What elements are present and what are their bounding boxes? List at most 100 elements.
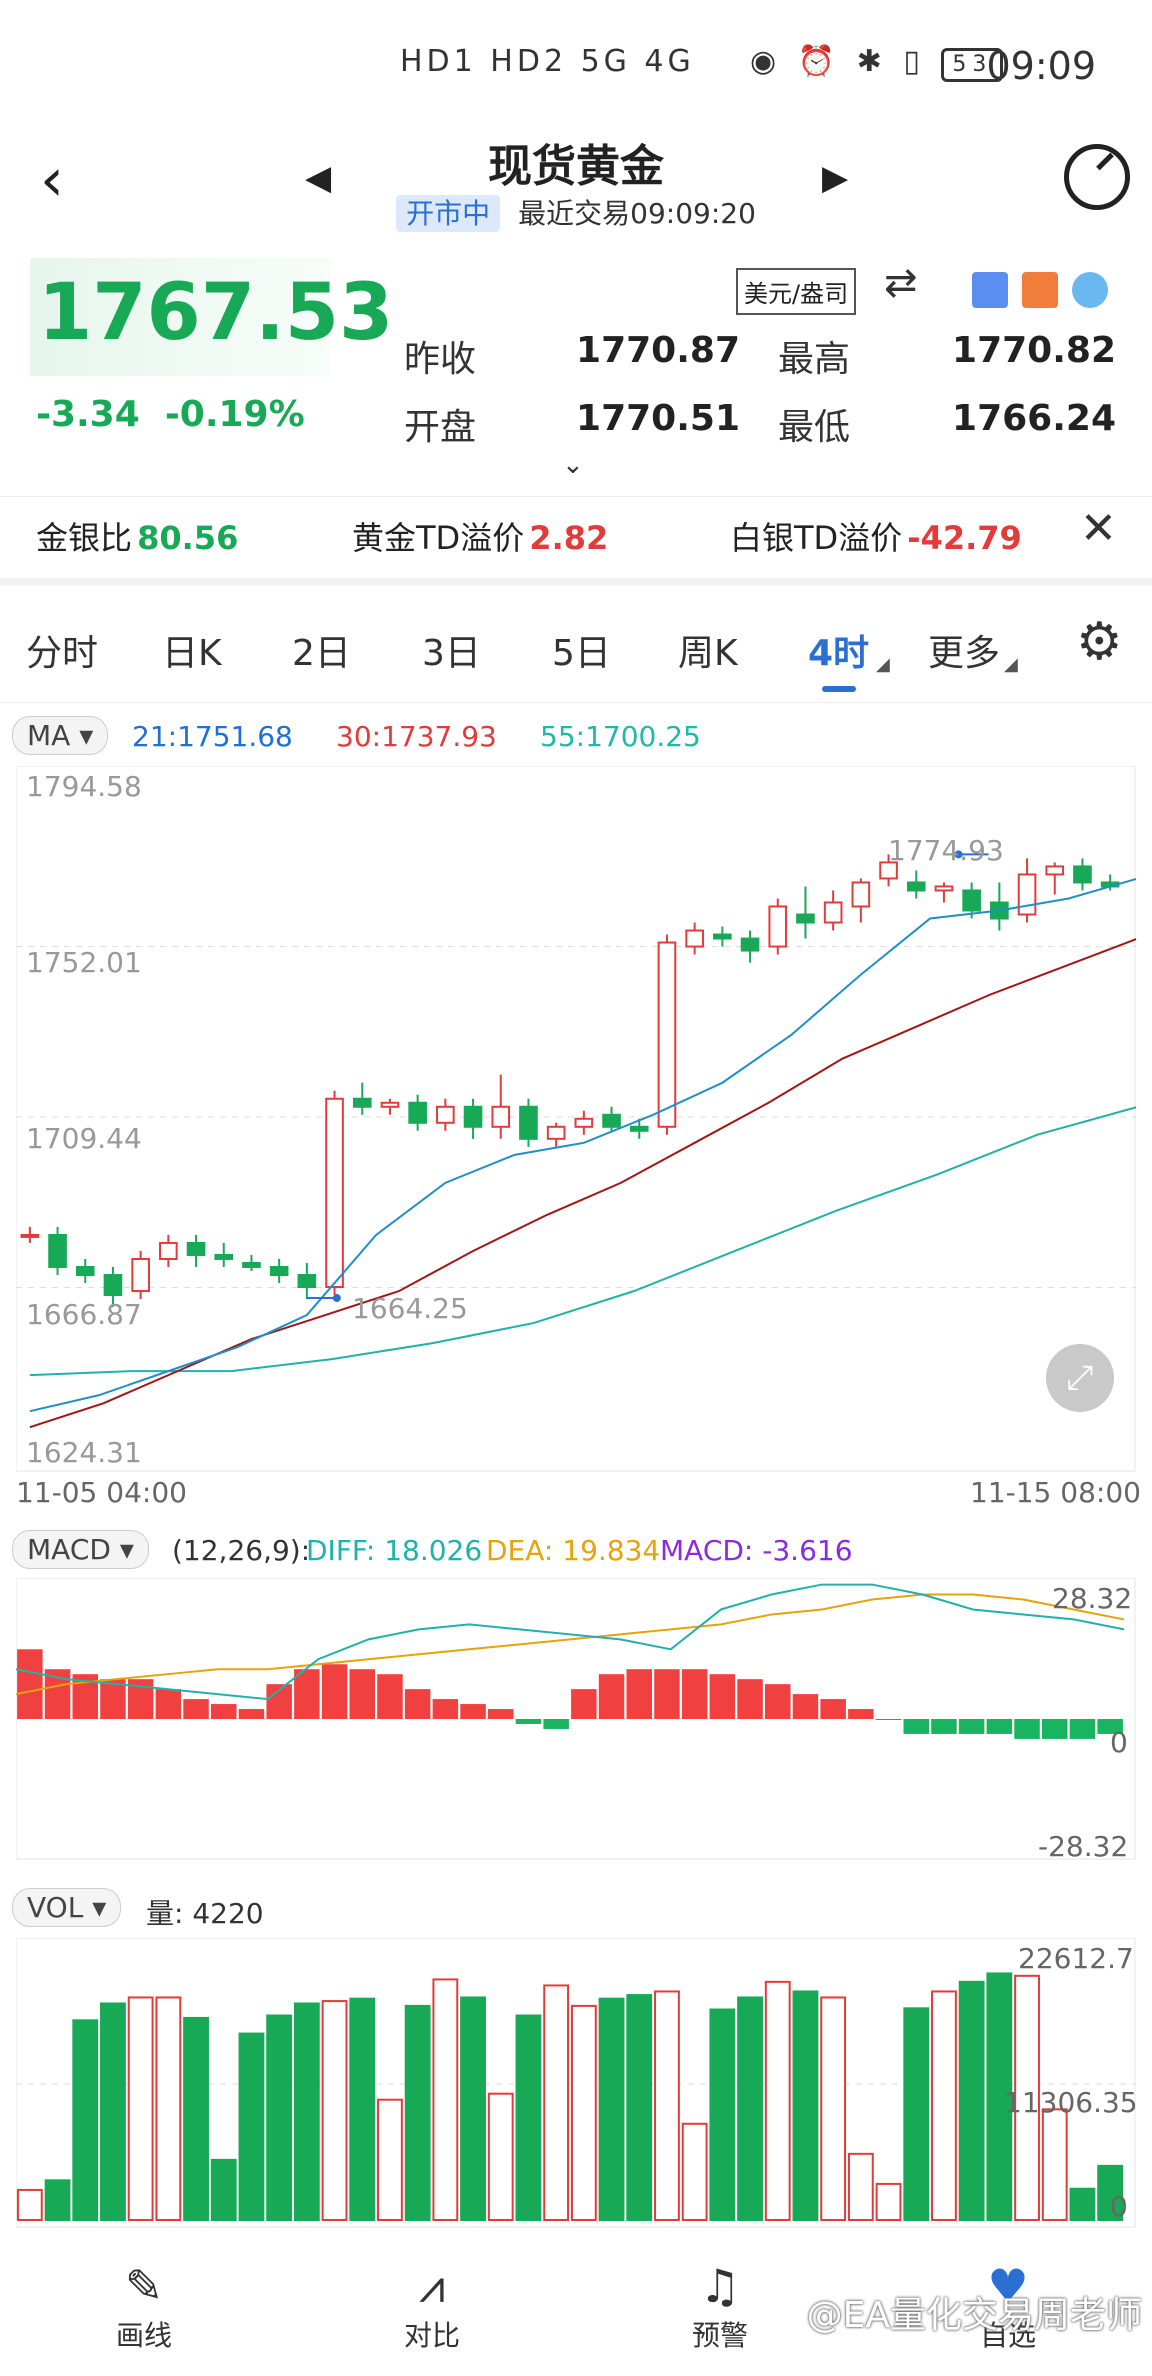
active-tab-indicator	[822, 686, 856, 692]
macd-bar	[626, 1669, 652, 1719]
volume-bar	[127, 1996, 154, 2221]
chart-frame	[16, 766, 1136, 1472]
candle	[269, 1265, 289, 1276]
diff-line	[16, 1583, 1125, 1701]
x-start-label: 11-05 04:00	[16, 1476, 187, 1509]
tab-weekly[interactable]: 周K	[678, 633, 738, 674]
candle	[380, 1101, 400, 1108]
bottom-toolbar: ✎ 画线 ⩘ 对比 ♫ 预警 ♥ 自选 @EA量化交易周老师	[0, 2240, 1152, 2376]
macd-bar	[515, 1719, 542, 1724]
ma21-line	[29, 877, 1136, 1413]
candle	[879, 861, 898, 880]
candlestick-chart[interactable]	[16, 766, 1136, 1472]
volume-bar	[183, 2016, 209, 2221]
ma-selector[interactable]: MA ▾	[12, 716, 109, 755]
macd-selector[interactable]: MACD ▾	[12, 1530, 149, 1569]
macd-bar	[349, 1669, 375, 1719]
next-instrument-icon[interactable]: ▶	[822, 158, 849, 198]
macd-bar	[404, 1689, 431, 1719]
previous-instrument-icon[interactable]: ◀	[305, 158, 332, 198]
macd-bar	[709, 1674, 736, 1719]
vol-selector[interactable]: VOL ▾	[12, 1888, 122, 1927]
candle	[657, 941, 677, 1128]
tab-3day[interactable]: 3日	[422, 633, 481, 674]
candle	[629, 1125, 649, 1132]
tab-daily[interactable]: 日K	[162, 633, 222, 674]
y-tick-label: 1709.44	[26, 1122, 142, 1155]
unit-selector[interactable]: 美元/盎司	[736, 268, 857, 315]
refresh-icon[interactable]	[1064, 144, 1130, 210]
candle	[851, 881, 871, 908]
prev-close-value: 1770.87	[576, 330, 740, 371]
watchlist-label: 自选	[979, 2319, 1036, 2352]
candle	[214, 1253, 234, 1260]
close-icon[interactable]: ✕	[1080, 503, 1117, 554]
draw-button[interactable]: ✎ 画线	[64, 2258, 224, 2354]
volume-bar	[1014, 1974, 1040, 2221]
fullscreen-icon[interactable]: ⤢	[1046, 1344, 1114, 1412]
candle	[685, 929, 704, 948]
volume-bar	[875, 2182, 902, 2221]
candle	[131, 1257, 150, 1293]
macd-bar	[488, 1709, 514, 1719]
open-value: 1770.51	[576, 398, 740, 439]
low-marker-label: 1664.25	[352, 1292, 468, 1325]
macd-chart[interactable]	[16, 1578, 1136, 1860]
candle	[1073, 865, 1092, 884]
macd-bar	[654, 1669, 680, 1719]
divider	[0, 578, 1152, 586]
volume-bar	[432, 1978, 459, 2221]
y-tick-label: 1666.87	[26, 1298, 142, 1331]
macd-bar	[1097, 1719, 1123, 1734]
gear-icon[interactable]: ⚙	[1076, 612, 1123, 672]
compare-label: 对比	[403, 2319, 460, 2352]
tab-intraday[interactable]: 分时	[26, 633, 99, 674]
macd-bar	[737, 1679, 763, 1719]
vibrate-icon: ▯	[903, 44, 926, 79]
candle	[186, 1241, 206, 1256]
alert-button[interactable]: ♫ 预警	[640, 2258, 800, 2354]
candle	[20, 1233, 40, 1238]
volume-bar	[72, 2019, 99, 2221]
ma55-value: 55:1700.25	[540, 720, 701, 753]
tool-t-icon[interactable]	[1022, 272, 1058, 308]
gold-silver-ratio: 金银比 80.56	[36, 513, 238, 559]
macd-bar	[1042, 1719, 1068, 1739]
high-marker-dot	[954, 850, 963, 859]
watchlist-button[interactable]: ♥ 自选	[928, 2258, 1088, 2354]
percent-tool-icon[interactable]	[972, 272, 1008, 308]
tab-2day[interactable]: 2日	[292, 633, 351, 674]
macd-bar	[211, 1704, 237, 1719]
quote-panel: 1767.53 -3.34 -0.19% 美元/盎司 ⇄ 昨收 1770.87 …	[0, 242, 1152, 492]
volume-bar	[570, 2004, 597, 2221]
tab-5day[interactable]: 5日	[552, 633, 611, 674]
candle	[325, 1097, 344, 1289]
watermark: @EA量化交易周老师	[806, 2295, 1142, 2336]
volume-bar	[155, 1996, 182, 2221]
volume-bar	[1041, 2108, 1068, 2221]
alarm-icon: ⏰	[797, 44, 842, 79]
back-icon[interactable]: ‹	[40, 145, 64, 215]
volume-bar	[931, 1990, 957, 2222]
macd-bar	[931, 1719, 957, 1734]
alarm-bell-icon: ♫	[699, 2259, 741, 2313]
price-change: -3.34 -0.19%	[36, 394, 305, 435]
volume-chart[interactable]	[16, 1938, 1136, 2228]
volume-bar	[543, 1984, 570, 2221]
candle	[934, 885, 954, 892]
macd-bar	[100, 1679, 126, 1719]
ratio-label: 白银TD溢价	[730, 519, 903, 557]
status-bar: HD1 HD2 5G 4G ◉ ⏰ ✱ ▯ 53 09:09	[0, 0, 1152, 130]
tab-4hour[interactable]: 4时	[808, 633, 870, 674]
ma30-line	[29, 938, 1136, 1429]
tab-more[interactable]: 更多	[928, 633, 1001, 674]
x-end-label: 11-15 08:00	[970, 1476, 1141, 1509]
chevron-down-icon[interactable]: ⌄	[562, 450, 584, 480]
ratio-value: 2.82	[529, 519, 609, 557]
swap-icon[interactable]: ⇄	[884, 260, 918, 306]
compare-button[interactable]: ⩘ 对比	[352, 2258, 512, 2354]
pie-tool-icon[interactable]	[1072, 272, 1108, 308]
macd-bar	[875, 1719, 902, 1720]
macd-bar	[681, 1669, 708, 1719]
high-label: 最高	[778, 339, 851, 380]
